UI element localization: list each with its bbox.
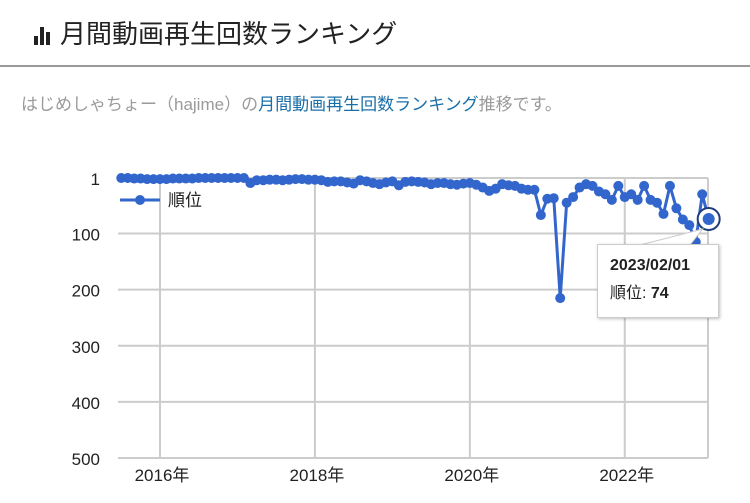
chart-header: 月間動画再生回数ランキング xyxy=(34,14,397,51)
data-point xyxy=(548,193,559,204)
y-tick-label: 500 xyxy=(72,450,100,469)
data-point xyxy=(606,194,617,205)
y-tick-label: 1 xyxy=(91,170,100,189)
data-point xyxy=(658,208,669,219)
data-point xyxy=(568,192,579,203)
data-point xyxy=(664,180,675,191)
data-point xyxy=(613,180,624,191)
data-point xyxy=(697,189,708,200)
page-title: 月間動画再生回数ランキング xyxy=(60,19,398,49)
legend-label: 順位 xyxy=(168,191,202,210)
data-point xyxy=(587,180,598,191)
x-tick-label: 2020年 xyxy=(444,466,499,485)
tooltip-value: 74 xyxy=(650,285,669,302)
y-tick-label: 300 xyxy=(72,338,100,357)
ranking-link[interactable]: 月間動画再生回数ランキング xyxy=(258,95,479,114)
y-tick-label: 100 xyxy=(72,226,100,245)
tooltip: 2023/02/01 順位: 74 xyxy=(597,244,719,318)
data-point xyxy=(639,180,650,191)
subtitle: はじめしゃちょー（hajime）の月間動画再生回数ランキング推移です。 xyxy=(21,90,562,115)
subtitle-suffix: 推移です。 xyxy=(478,95,562,114)
legend-marker xyxy=(135,195,145,205)
y-tick-label: 400 xyxy=(72,394,100,413)
data-point xyxy=(626,189,637,200)
x-tick-label: 2016年 xyxy=(135,466,190,485)
x-tick-label: 2022年 xyxy=(599,466,654,485)
bar-chart-icon xyxy=(34,26,50,45)
data-point xyxy=(652,197,663,208)
tooltip-date: 2023/02/01 xyxy=(610,257,691,274)
data-point xyxy=(561,197,572,208)
x-tick-label: 2018年 xyxy=(290,466,345,485)
data-point xyxy=(535,210,546,221)
y-tick-label: 200 xyxy=(72,282,100,301)
tooltip-label: 順位: xyxy=(610,285,651,302)
data-point xyxy=(684,220,695,231)
data-point xyxy=(671,203,682,214)
data-point xyxy=(529,184,540,195)
data-point xyxy=(600,189,611,200)
data-point xyxy=(677,214,688,225)
data-point xyxy=(555,293,566,304)
divider xyxy=(0,65,750,67)
data-point xyxy=(632,194,643,205)
subtitle-prefix: はじめしゃちょー（hajime）の xyxy=(21,95,259,114)
highlight-point xyxy=(702,212,715,225)
